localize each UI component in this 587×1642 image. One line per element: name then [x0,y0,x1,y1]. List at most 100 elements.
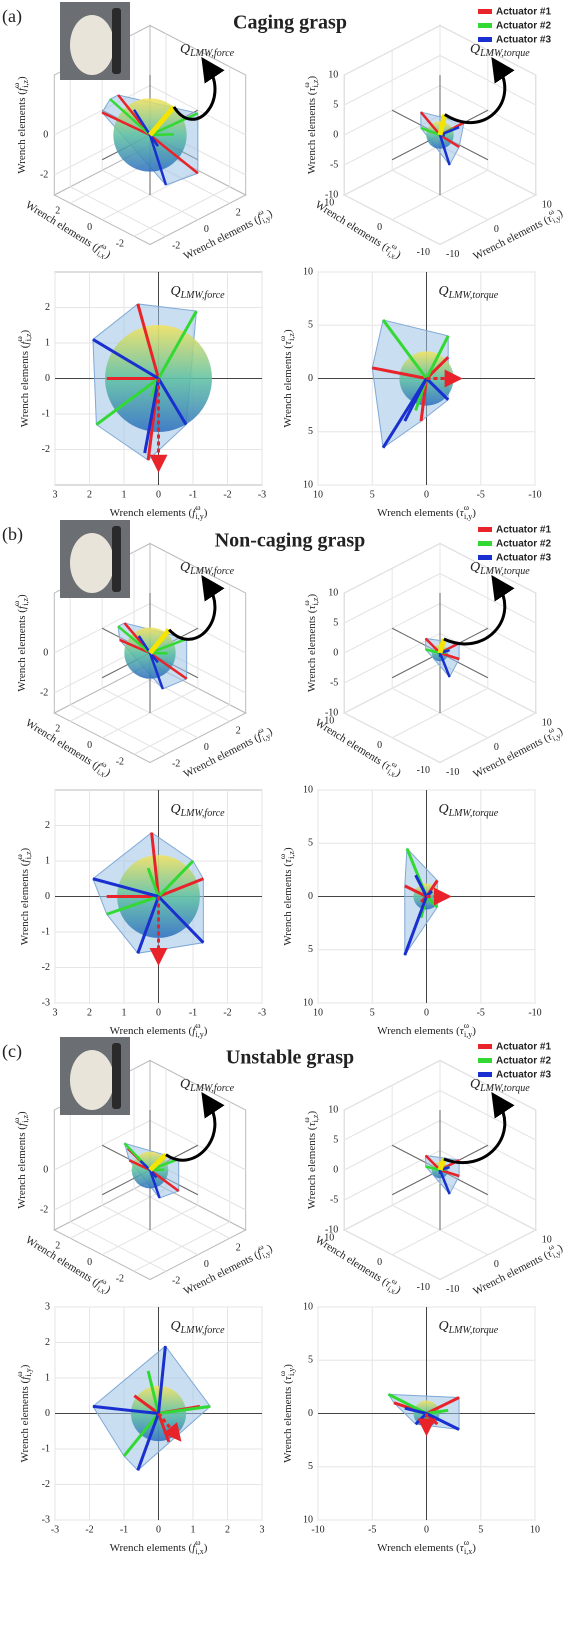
y-tick-label: 0 [308,373,313,384]
y-tick-label: 2 [45,820,50,831]
grid-line [439,543,536,594]
label-sup: ω [390,759,399,769]
annotation: QLMW,force [180,42,235,59]
y-tick-label: 10 [303,1514,313,1525]
wrench-ray [424,637,441,654]
label-text: Wrench elements ( [110,1542,193,1554]
legend-label: Actuator #1 [496,525,551,536]
annotation: QLMW,torque [439,1319,499,1336]
x-tick-label: -1 [189,1007,197,1018]
x-tick-label: 2 [55,724,60,735]
label-sup: ω [12,601,21,606]
label-sub: i,x [196,1547,204,1556]
label-sub: i,y [260,213,271,225]
label-text: Wrench elements ( [16,609,28,692]
label-sub: i,x [95,249,107,261]
wrench-ray [106,895,159,916]
lmw-arrow [168,575,225,641]
label-close: ) [16,594,28,598]
wrench-ray [414,874,428,898]
grid-line [439,1180,536,1231]
label-close: ) [16,76,28,80]
label-sup: ω [256,207,265,217]
x-tick-label: 10 [324,1232,334,1243]
lmw-arrow [157,1412,182,1442]
x-tick-label: 10 [313,489,323,500]
label-sub: i,z [21,80,30,88]
wrench-ray [425,1412,460,1431]
axis-label: Wrench elements (fωi,z) [12,76,30,174]
label-var: f [16,1121,28,1126]
grid-line [439,1090,536,1141]
label-var: τ [306,87,318,92]
label-var: τ [460,507,465,519]
x-tick-label: -10 [417,1282,430,1293]
wrench-ray [157,895,205,944]
z-tick-label: 5 [333,617,338,628]
label-sub: i,z [24,333,33,341]
grid-line [344,1090,441,1141]
annotation-main: Q [171,1319,181,1334]
y-tick-label: 0 [308,891,313,902]
z-tick-label: 0 [333,1164,338,1175]
z-tick-label: 10 [328,587,338,598]
y-tick-label: 1 [45,337,50,348]
x-tick-label: -10 [417,247,430,258]
x-tick-label: 5 [478,1524,483,1535]
annotation-sub: LMW,torque [479,48,530,59]
x-tick-label: -10 [417,765,430,776]
x-tick-label: 0 [424,1007,429,1018]
label-sup: ω [547,207,556,217]
y-tick-label: 0 [204,742,209,753]
x-tick-label: 0 [424,489,429,500]
x-tick-label: 0 [87,740,92,751]
y-tick-label: 10 [542,717,552,728]
label-var: τ [460,1025,465,1037]
photo-finger [112,8,121,74]
label-text: Wrench elements ( [19,862,31,945]
wrench-ray [132,109,152,136]
z-tick-label: -10 [325,707,338,718]
x-tick-label: 2 [225,1524,230,1535]
wrench-ray [95,377,160,426]
x-tick-label: 0 [377,222,382,233]
label-sub: i,y [464,512,472,521]
label-sup: ω [464,503,469,512]
wrench-ray [149,637,188,655]
grid-line [344,573,441,624]
wrench-ray [420,126,441,137]
y-tick-label: -1 [42,926,50,937]
x-tick-label: -2 [116,1274,124,1285]
legend-label: Actuator #3 [496,1070,551,1081]
label-text: Wrench elements ( [306,91,318,174]
label-sup: ω [302,1117,311,1122]
z-tick-label: -5 [330,677,338,688]
legend-swatch [478,1058,492,1063]
label-var: τ [306,1122,318,1127]
x-tick-label: 0 [87,1257,92,1268]
annotation-main: Q [171,802,181,817]
wrench-ray [425,1165,441,1172]
y-tick-label: 0 [204,1259,209,1270]
label-sub: i,y [464,1030,472,1039]
wrench-ray [439,126,460,137]
x-tick-label: 1 [191,1524,196,1535]
label-var: τ [383,760,394,773]
annotation: QLMW,torque [439,802,499,819]
label-sup: ω [390,1276,399,1286]
x-tick-label: -2 [85,1524,93,1535]
x-tick-label: -5 [477,1007,485,1018]
axis-label: Wrench elements (τωi,z) [302,594,320,693]
grid-line [439,573,536,624]
wrench-ray [92,1404,159,1415]
label-text: Wrench elements ( [377,1542,460,1554]
lmw-arrow [172,57,225,121]
label-sub: i,z [311,1114,320,1122]
z-tick-label: -5 [330,1194,338,1205]
axis-label: Wrench elements (fωi,z) [12,594,30,692]
legend-label: Actuator #1 [496,7,551,18]
legend-swatch [478,527,492,532]
wrench-ray [157,1345,167,1414]
